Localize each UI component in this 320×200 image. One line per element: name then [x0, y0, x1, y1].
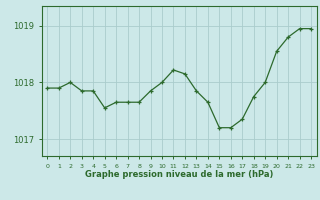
X-axis label: Graphe pression niveau de la mer (hPa): Graphe pression niveau de la mer (hPa)	[85, 170, 273, 179]
